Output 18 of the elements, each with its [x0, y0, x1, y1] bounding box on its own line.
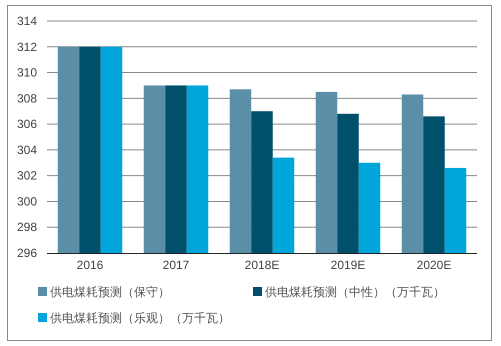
y-tick-label: 296: [16, 246, 38, 260]
y-tick-label: 306: [16, 117, 38, 132]
legend-label: 供电煤耗预测（保守）: [50, 285, 170, 299]
x-tick-label: 2016: [76, 258, 104, 272]
legend-label: 供电煤耗预测（乐观）（万千瓦）: [50, 311, 230, 325]
y-tick-label: 308: [16, 91, 38, 106]
x-tick-label: 2020E: [416, 258, 452, 272]
x-tick-label: 2019E: [330, 258, 366, 272]
y-tick-label: 298: [16, 220, 38, 234]
x-tick-label: 2017: [162, 258, 190, 272]
y-tick-label: 310: [16, 66, 38, 80]
y-tick-label: 304: [16, 142, 38, 157]
y-tick-label: 314: [16, 14, 38, 28]
y-tick-label: 300: [16, 194, 38, 208]
y-tick-label: 302: [16, 168, 38, 183]
legend-label: 供电煤耗预测（中性）（万千瓦）: [265, 285, 445, 299]
x-tick-label: 2018E: [244, 258, 280, 272]
y-tick-label: 312: [16, 40, 38, 54]
